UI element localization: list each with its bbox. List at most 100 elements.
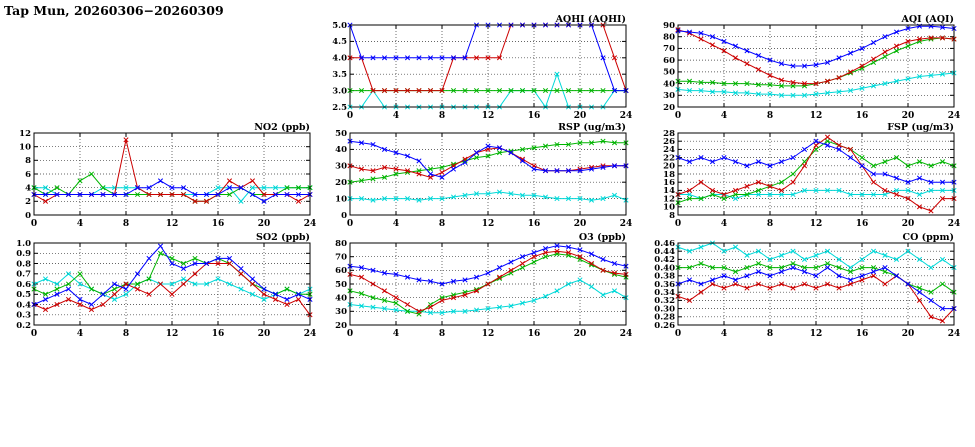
svg-text:28: 28 — [663, 129, 675, 139]
svg-text:20: 20 — [902, 219, 915, 229]
svg-text:12: 12 — [19, 129, 31, 139]
svg-text:0: 0 — [675, 219, 681, 229]
svg-text:0.4: 0.4 — [16, 300, 31, 310]
svg-text:8: 8 — [669, 211, 675, 221]
svg-text:70: 70 — [335, 253, 347, 263]
svg-text:26: 26 — [663, 137, 675, 147]
svg-text:70: 70 — [663, 44, 675, 54]
svg-text:0.5: 0.5 — [16, 290, 31, 300]
svg-text:4: 4 — [721, 219, 727, 229]
svg-text:8: 8 — [767, 111, 773, 121]
svg-text:20: 20 — [663, 162, 675, 172]
svg-text:0.38: 0.38 — [654, 272, 675, 282]
svg-text:24: 24 — [663, 145, 675, 155]
svg-text:2.5: 2.5 — [332, 103, 347, 113]
chart-o3: 20 30 40 50 60 70 80 0 4 8 12 16 20 24 O3 (ppb) — [316, 230, 632, 340]
svg-text:10: 10 — [19, 143, 31, 153]
svg-text:0.34: 0.34 — [654, 288, 675, 298]
svg-text:24: 24 — [304, 329, 316, 339]
svg-text:50: 50 — [663, 68, 675, 78]
svg-text:5.0: 5.0 — [332, 21, 347, 31]
svg-text:20: 20 — [335, 321, 347, 331]
svg-text:8: 8 — [439, 111, 445, 121]
svg-text:0: 0 — [675, 329, 681, 339]
svg-text:AQI (AQI): AQI (AQI) — [901, 14, 954, 25]
svg-text:8: 8 — [123, 329, 129, 339]
svg-text:16: 16 — [856, 111, 869, 121]
svg-text:0.26: 0.26 — [654, 321, 675, 331]
svg-text:60: 60 — [335, 266, 347, 276]
chart-rsp: 0 10 20 30 40 50 0 4 8 12 16 20 24 RSP (ug/m3) — [316, 120, 632, 230]
page-title: Tap Mun, 20260306−20260309 — [4, 3, 224, 18]
chart-svg-o3: 20 30 40 50 60 70 80 0 4 8 12 16 20 24 O3 (ppb) — [335, 232, 632, 339]
svg-text:24: 24 — [948, 329, 960, 339]
svg-text:30: 30 — [335, 162, 347, 172]
svg-text:40: 40 — [335, 145, 347, 155]
svg-text:3.5: 3.5 — [332, 70, 347, 80]
svg-text:4: 4 — [721, 111, 727, 121]
svg-text:NO2 (ppb): NO2 (ppb) — [254, 122, 310, 133]
svg-text:4: 4 — [393, 219, 399, 229]
svg-text:12: 12 — [810, 329, 823, 339]
svg-text:12: 12 — [166, 329, 179, 339]
svg-text:0.28: 0.28 — [654, 313, 675, 323]
svg-text:40: 40 — [335, 294, 347, 304]
svg-text:0: 0 — [675, 111, 681, 121]
svg-text:1.0: 1.0 — [16, 239, 31, 249]
svg-text:10: 10 — [335, 194, 347, 204]
svg-text:8: 8 — [25, 156, 31, 166]
svg-text:24: 24 — [620, 111, 632, 121]
svg-text:12: 12 — [482, 111, 495, 121]
svg-text:6: 6 — [25, 170, 31, 180]
svg-text:20: 20 — [902, 111, 915, 121]
svg-text:80: 80 — [335, 239, 347, 249]
chart-svg-rsp: 0 10 20 30 40 50 0 4 8 12 16 20 24 RSP (ug/m3) — [335, 122, 632, 229]
svg-text:0.8: 0.8 — [16, 259, 31, 269]
svg-text:8: 8 — [123, 219, 129, 229]
svg-text:20: 20 — [663, 103, 675, 113]
svg-text:20: 20 — [258, 329, 271, 339]
svg-text:90: 90 — [663, 21, 675, 31]
svg-text:20: 20 — [258, 219, 271, 229]
svg-text:50: 50 — [335, 129, 347, 139]
svg-text:20: 20 — [335, 178, 347, 188]
svg-text:16: 16 — [528, 111, 541, 121]
chart-svg-co: 0.260.280.300.320.340.360.380.400.420.44… — [654, 232, 960, 339]
svg-text:SO2 (ppb): SO2 (ppb) — [256, 232, 310, 243]
svg-text:20: 20 — [902, 329, 915, 339]
svg-text:8: 8 — [439, 219, 445, 229]
chart-fsp: 8 10 12 14 16 18 20 22 24 26 28 0 4 8 12 16 20 24 FSP (ug/… — [644, 120, 960, 230]
svg-text:0.40: 0.40 — [654, 263, 675, 273]
svg-text:0.6: 0.6 — [16, 280, 31, 290]
svg-text:4: 4 — [77, 329, 83, 339]
svg-text:16: 16 — [212, 329, 225, 339]
svg-text:24: 24 — [304, 219, 316, 229]
svg-text:0.36: 0.36 — [654, 280, 675, 290]
svg-text:0.30: 0.30 — [654, 304, 675, 314]
svg-text:4: 4 — [77, 219, 83, 229]
svg-text:4: 4 — [393, 329, 399, 339]
svg-text:4.5: 4.5 — [332, 37, 347, 47]
svg-text:16: 16 — [856, 219, 869, 229]
svg-text:0.9: 0.9 — [16, 249, 31, 259]
svg-text:AQHI (AQHI): AQHI (AQHI) — [555, 14, 626, 25]
svg-text:24: 24 — [948, 219, 960, 229]
svg-text:22: 22 — [663, 153, 675, 163]
svg-text:80: 80 — [663, 33, 675, 43]
svg-text:CO (ppm): CO (ppm) — [903, 232, 954, 243]
svg-text:4: 4 — [393, 111, 399, 121]
svg-text:0.46: 0.46 — [654, 239, 675, 249]
chart-no2: 0 2 4 6 8 10 12 0 4 8 12 16 20 24 NO2 (ppb) — [0, 120, 316, 230]
svg-text:4: 4 — [25, 184, 31, 194]
svg-text:20: 20 — [574, 329, 587, 339]
svg-text:0.3: 0.3 — [16, 311, 31, 321]
chart-svg-aqhi: 2.5 3.0 3.5 4.0 4.5 5.0 0 4 8 12 16 20 24 AQHI (AQHI) — [332, 14, 632, 121]
svg-text:24: 24 — [620, 219, 632, 229]
svg-text:4: 4 — [721, 329, 727, 339]
svg-text:0: 0 — [347, 219, 353, 229]
svg-text:40: 40 — [663, 79, 675, 89]
svg-text:12: 12 — [663, 194, 675, 204]
